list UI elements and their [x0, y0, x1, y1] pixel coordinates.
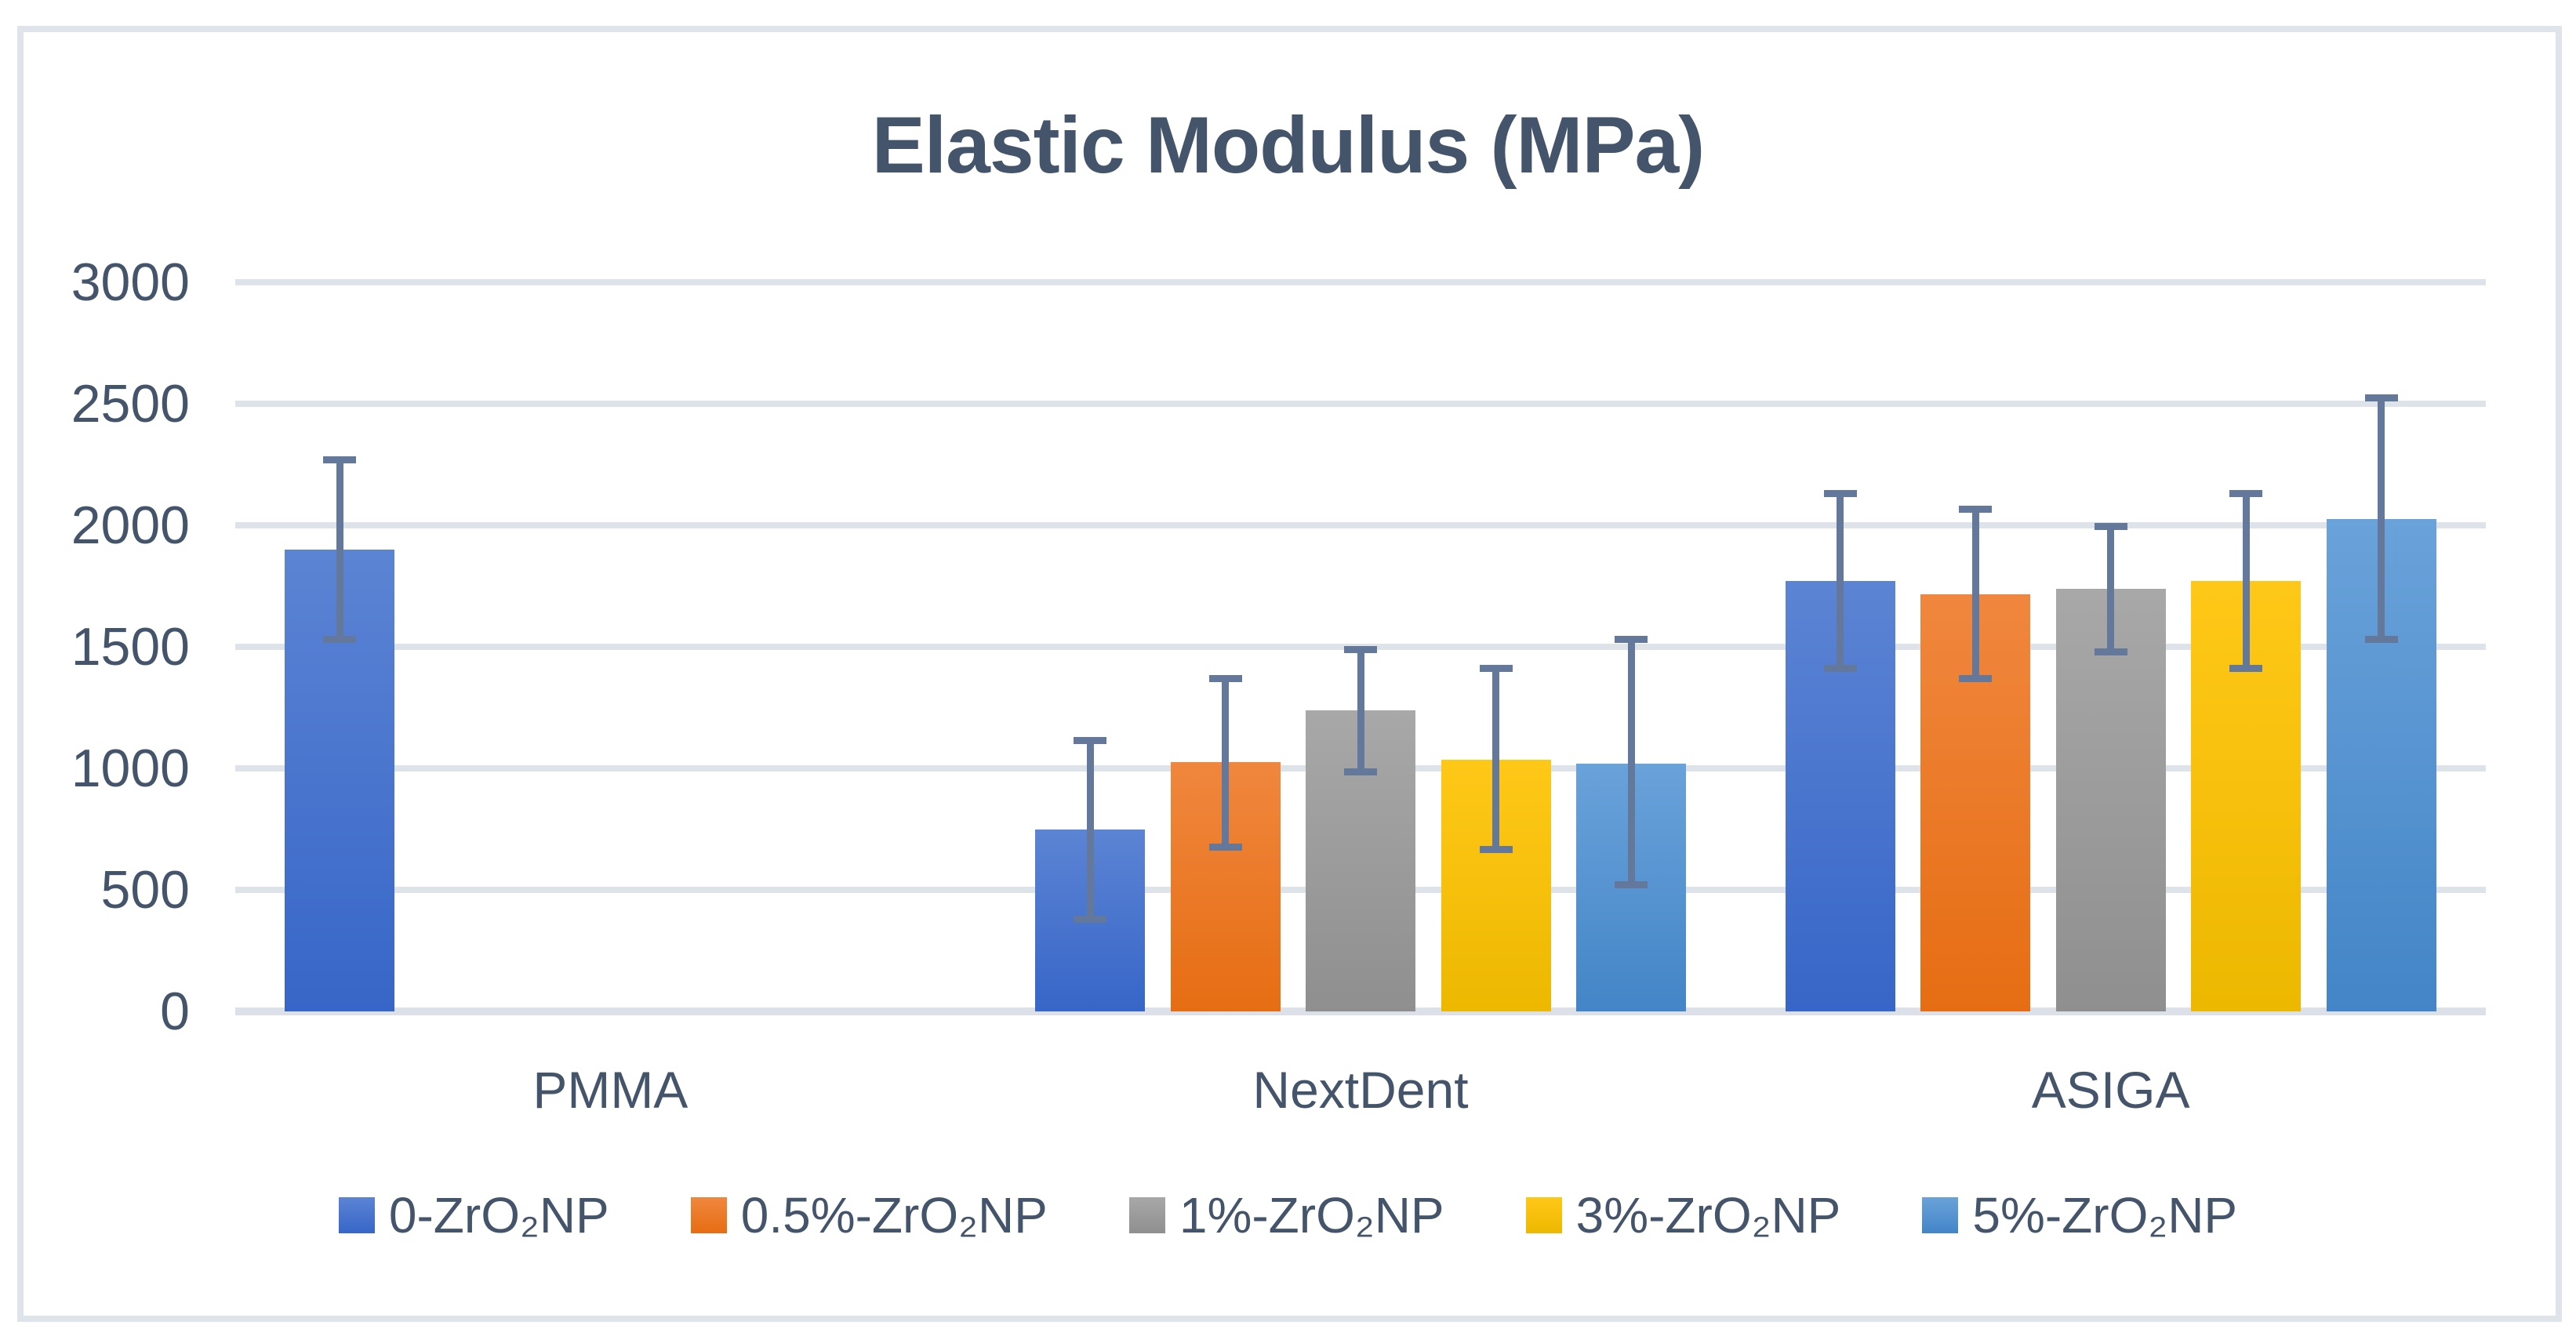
error-bar-cap-top	[1074, 736, 1106, 744]
legend: 0-ZrO₂NP 0.5%-ZrO₂NP 1%-ZrO₂NP 3%-ZrO₂NP 5%-…	[0, 1170, 2576, 1261]
legend-item: 3%-ZrO₂NP	[1525, 1186, 1841, 1244]
error-bar-line	[2107, 526, 2115, 652]
chart-title: Elastic Modulus (MPa)	[871, 100, 1705, 190]
legend-swatch	[1128, 1197, 1165, 1233]
error-bar-cap-bottom	[1823, 665, 1857, 673]
error-bar-cap-bottom	[2364, 636, 2398, 644]
error-bar-cap-bottom	[323, 636, 357, 644]
error-bar-line	[1971, 509, 1979, 679]
legend-swatch	[1525, 1197, 1562, 1233]
x-category-label: PMMA	[532, 1061, 689, 1119]
legend-label: 0.5%-ZrO₂NP	[740, 1187, 1048, 1243]
gridline	[235, 522, 2486, 528]
error-bar-cap-bottom	[1344, 768, 1377, 776]
error-bar-cap-bottom	[2094, 648, 2127, 655]
error-bar-cap-top	[1615, 636, 1648, 644]
error-bar-cap-bottom	[1208, 844, 1242, 851]
error-bar-line	[1357, 649, 1364, 772]
x-axis-line	[235, 1007, 2486, 1015]
error-bar-cap-bottom	[2229, 665, 2263, 673]
error-bar-line	[2242, 493, 2250, 669]
error-bar-cap-top	[1959, 506, 1993, 514]
y-tick-label: 500	[100, 860, 190, 920]
x-category-label: ASIGA	[2031, 1061, 2190, 1119]
error-bar-line	[1627, 639, 1635, 885]
y-tick-label: 1500	[71, 617, 190, 677]
legend-swatch	[338, 1197, 375, 1233]
error-bar-cap-top	[323, 456, 357, 463]
error-bar-cap-bottom	[1479, 846, 1513, 854]
error-bar-line	[1837, 493, 1844, 669]
x-category-label: NextDent	[1252, 1061, 1469, 1119]
y-tick-label: 2000	[71, 496, 190, 555]
error-bar-cap-top	[2094, 523, 2127, 531]
error-bar-line	[1086, 740, 1094, 920]
error-bar-line	[1222, 678, 1229, 848]
error-bar-cap-bottom	[1615, 881, 1648, 889]
y-tick-label: 0	[160, 982, 190, 1041]
error-bar-cap-top	[2364, 394, 2398, 401]
error-bar-line	[2378, 398, 2385, 640]
legend-item: 5%-ZrO₂NP	[1922, 1186, 2237, 1244]
legend-label: 5%-ZrO₂NP	[1972, 1187, 2238, 1243]
error-bar-cap-top	[1479, 665, 1513, 673]
legend-label: 0-ZrO₂NP	[388, 1187, 609, 1243]
legend-item: 1%-ZrO₂NP	[1128, 1186, 1444, 1244]
error-bar-line	[1492, 668, 1499, 850]
error-bar-cap-top	[1344, 645, 1377, 653]
legend-item: 0-ZrO₂NP	[338, 1186, 609, 1244]
error-bar-cap-bottom	[1074, 915, 1106, 923]
error-bar-cap-bottom	[1959, 674, 1993, 682]
gridline	[235, 279, 2486, 285]
legend-swatch	[1922, 1197, 1959, 1233]
y-tick-label: 2500	[71, 374, 190, 434]
legend-item: 0.5%-ZrO₂NP	[690, 1186, 1048, 1244]
legend-label: 3%-ZrO₂NP	[1575, 1187, 1841, 1243]
error-bar-line	[336, 459, 343, 640]
bar-1%-ZrO₂NP-ASIGA	[2055, 588, 2166, 1011]
gridline	[235, 401, 2486, 407]
legend-swatch	[690, 1197, 727, 1233]
error-bar-cap-top	[1823, 490, 1857, 498]
y-tick-label: 3000	[71, 252, 190, 312]
y-tick-label: 1000	[71, 739, 190, 798]
error-bar-cap-top	[1208, 674, 1242, 682]
error-bar-cap-top	[2229, 490, 2263, 498]
legend-label: 1%-ZrO₂NP	[1179, 1187, 1444, 1243]
